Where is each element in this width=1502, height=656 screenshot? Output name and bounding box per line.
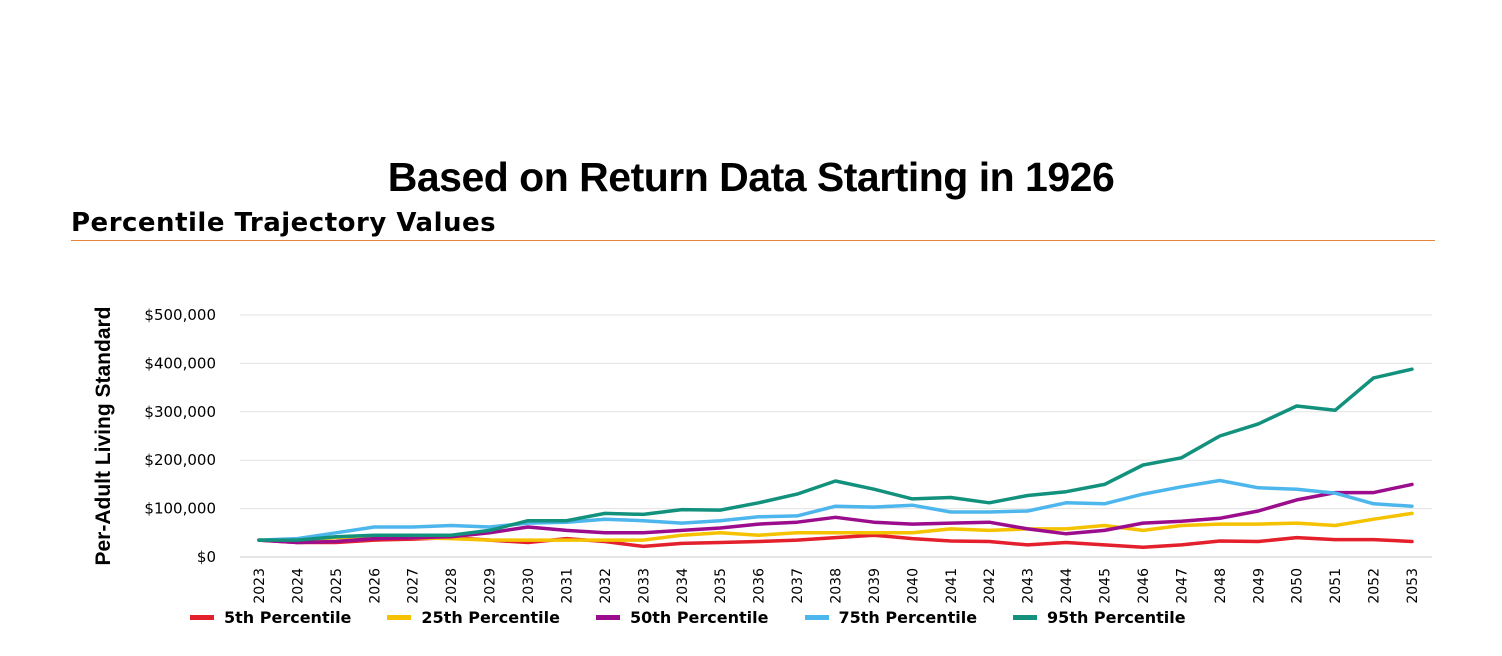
x-tick-label: 2033	[636, 568, 652, 604]
legend-item: 75th Percentile	[804, 608, 978, 627]
legend-item: 25th Percentile	[387, 608, 560, 627]
legend-swatch	[387, 615, 412, 620]
x-tick-label: 2023	[252, 568, 268, 604]
x-tick-label: 2032	[598, 568, 614, 604]
x-tick-label: 2048	[1213, 568, 1229, 604]
x-tick-label: 2037	[790, 568, 806, 604]
y-tick-label: $500,000	[144, 306, 216, 324]
legend-item: 95th Percentile	[1013, 608, 1186, 627]
x-tick-label: 2025	[329, 568, 345, 604]
legend-swatch	[190, 615, 214, 620]
x-tick-label: 2052	[1367, 568, 1383, 604]
legend-label: 95th Percentile	[1047, 608, 1186, 627]
x-tick-label: 2024	[290, 568, 306, 604]
x-tick-label: 2042	[982, 568, 998, 604]
x-tick-label: 2050	[1290, 568, 1306, 604]
x-tick-label: 2044	[1059, 568, 1075, 604]
x-tick-label: 2047	[1174, 568, 1190, 604]
legend-item: 5th Percentile	[190, 608, 351, 627]
y-tick-label: $0	[197, 548, 216, 566]
x-tick-label: 2046	[1136, 568, 1152, 604]
series-line-25th-percentile	[257, 511, 1414, 542]
y-axis-label: Per-Adult Living Standard	[92, 306, 115, 566]
legend: 5th Percentile 25th Percentile 50th Percen…	[190, 608, 1222, 627]
x-tick-label: 2034	[675, 568, 691, 604]
legend-swatch	[595, 615, 620, 620]
x-tick-label: 2038	[829, 568, 845, 604]
legend-label: 75th Percentile	[838, 608, 978, 627]
x-tick-label: 2049	[1251, 568, 1267, 604]
series-line-75th-percentile	[257, 478, 1414, 542]
x-tick-label: 2045	[1098, 568, 1114, 604]
series-lines	[257, 367, 1414, 550]
legend-swatch	[1013, 615, 1038, 620]
chart-subtitle: Percentile Trajectory Values	[71, 208, 497, 238]
x-tick-label: 2026	[367, 568, 383, 604]
x-tick-label: 2028	[444, 568, 460, 604]
x-tick-label: 2043	[1021, 568, 1037, 604]
x-axis-ticks: 2023 2024 2025 2026 2027 2028 2029 2030 2031 2032…	[252, 568, 1421, 604]
y-tick-label: $300,000	[144, 403, 216, 421]
y-tick-label: $100,000	[144, 500, 216, 518]
legend-label: 50th Percentile	[629, 608, 769, 627]
gridlines	[240, 314, 1432, 558]
x-tick-label: 2029	[483, 568, 499, 604]
x-tick-label: 2035	[713, 568, 729, 604]
y-tick-label: $400,000	[144, 354, 216, 372]
legend-item: 50th Percentile	[595, 608, 769, 627]
x-tick-label: 2053	[1405, 568, 1421, 604]
legend-swatch	[804, 615, 829, 620]
x-tick-label: 2031	[559, 568, 575, 604]
legend-label: 5th Percentile	[224, 608, 352, 627]
series-line-95th-percentile	[257, 367, 1414, 542]
x-tick-label: 2051	[1328, 568, 1344, 604]
y-axis-ticks: $0 $100,000 $200,000 $300,000 $400,000 $500,0…	[144, 306, 216, 566]
x-tick-label: 2036	[752, 568, 768, 604]
legend-label: 25th Percentile	[421, 608, 560, 627]
chart-title: Based on Return Data Starting in 1926	[387, 154, 1115, 200]
x-tick-label: 2027	[406, 568, 422, 604]
x-tick-label: 2030	[521, 568, 537, 604]
x-tick-label: 2040	[905, 568, 921, 604]
y-tick-label: $200,000	[144, 451, 216, 469]
x-tick-label: 2039	[867, 568, 883, 604]
x-tick-label: 2041	[944, 568, 960, 604]
title-divider	[71, 240, 1435, 241]
